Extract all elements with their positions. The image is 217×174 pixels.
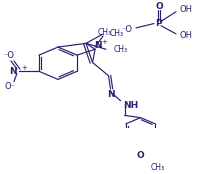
Text: +: + <box>21 65 27 71</box>
Text: N: N <box>94 41 102 50</box>
Text: N: N <box>9 67 17 76</box>
Text: O: O <box>155 2 163 11</box>
Text: OH: OH <box>180 31 193 40</box>
Text: N: N <box>107 90 114 99</box>
Text: O: O <box>137 151 144 160</box>
Text: ⁻O: ⁻O <box>121 25 132 34</box>
Text: ⁻O: ⁻O <box>3 51 15 60</box>
Text: CH₃: CH₃ <box>114 45 128 54</box>
Text: +: + <box>101 39 107 45</box>
Text: OH: OH <box>180 5 193 14</box>
Text: O⁻: O⁻ <box>4 82 15 91</box>
Text: NH: NH <box>123 101 139 110</box>
Text: P: P <box>155 19 161 28</box>
Text: CH₃: CH₃ <box>110 29 124 38</box>
Text: CH₃: CH₃ <box>151 163 165 172</box>
Text: CH₃: CH₃ <box>98 28 112 37</box>
